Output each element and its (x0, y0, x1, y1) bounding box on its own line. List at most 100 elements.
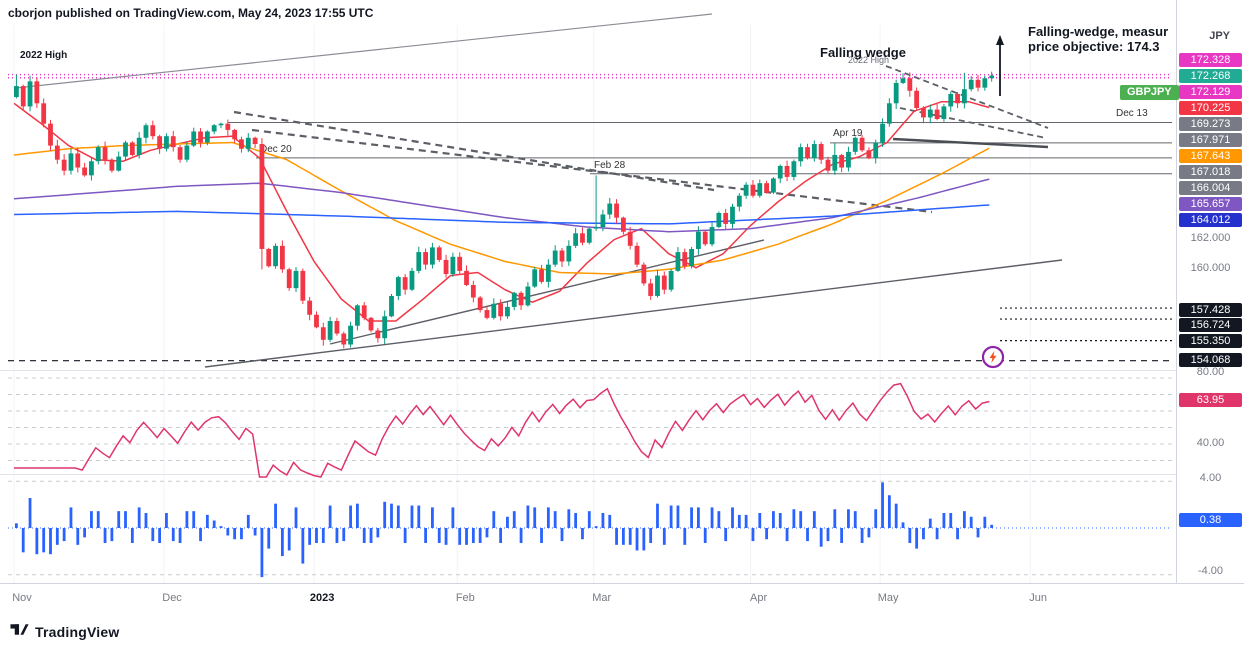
candle-body (375, 330, 381, 339)
volume-bar (444, 528, 448, 545)
price-badge: 167.971 (1179, 133, 1242, 147)
candle-body (702, 231, 708, 245)
candle-body (961, 89, 967, 104)
volume-bar (431, 507, 434, 528)
volume-bar (765, 528, 768, 540)
volume-bar (601, 513, 605, 528)
volume-bar (737, 514, 741, 528)
volume-bar (205, 514, 209, 528)
trendline (233, 110, 715, 192)
volume-bar (15, 523, 18, 528)
candle-body (457, 256, 463, 271)
candle-body (627, 231, 633, 246)
volume-bar (342, 528, 346, 542)
candle-body (314, 314, 319, 328)
volume-bar (662, 528, 666, 545)
candle-body (423, 252, 428, 265)
volume-bar (130, 528, 134, 543)
annotation-text: Falling wedge (820, 45, 906, 60)
volume-bar (349, 505, 352, 528)
candle-body (279, 245, 285, 270)
price-axis-currency: JPY (1209, 30, 1230, 42)
candle-body (14, 86, 19, 98)
volume-bar (915, 528, 919, 549)
candle-body (252, 137, 258, 145)
price-tick-label: 40.00 (1196, 437, 1225, 449)
volume-bar (451, 507, 455, 528)
volume-bar (178, 528, 182, 543)
candle-body (402, 277, 408, 290)
volume-bar (403, 528, 407, 543)
volume-bar (526, 505, 530, 528)
lightning-icon-svg (981, 345, 1005, 369)
volume-bar (819, 528, 823, 547)
trendline (892, 137, 1049, 149)
annotation-text: Falling-wedge, measur (1028, 24, 1169, 39)
candle-body (204, 131, 210, 143)
candle-body (818, 144, 824, 160)
volume-bar (546, 507, 550, 528)
tradingview-logo-icon (10, 620, 29, 644)
candle-body (470, 284, 476, 298)
volume-bar (928, 518, 932, 528)
candle-body (170, 136, 176, 148)
level-date-label: Dec 20 (260, 144, 292, 155)
volume-bar (199, 528, 202, 542)
candle-body (116, 156, 122, 171)
candle-body (150, 125, 156, 137)
volume-bar (124, 511, 127, 528)
candle-body (846, 151, 851, 168)
volume-bar (233, 528, 237, 540)
candle-body (791, 161, 797, 177)
candle-body (389, 295, 394, 317)
candle-body (614, 203, 619, 218)
volume-bar (560, 528, 564, 542)
candle-body (696, 231, 701, 249)
volume-bar (165, 513, 168, 528)
time-axis[interactable]: Nov Dec 2023 Feb Mar Apr May Jun (0, 584, 1244, 612)
volume-bar (901, 522, 905, 528)
volume-bar (274, 503, 277, 528)
volume-bar (301, 528, 305, 564)
candle-body (198, 131, 203, 143)
candle-body (129, 142, 135, 155)
volume-bar (703, 528, 707, 543)
candle-body (320, 327, 326, 340)
candle-body (921, 108, 926, 118)
volume-bar (83, 528, 86, 538)
lightning-icon[interactable] (981, 345, 1005, 369)
level-date-label: Feb 28 (594, 160, 626, 171)
candle-body (620, 217, 626, 232)
candle-body (409, 270, 415, 290)
volume-bar (806, 528, 809, 542)
price-axis[interactable]: JPY 172.328 172.268 172.129 170.225 169.273 1… (1177, 0, 1244, 583)
candle-body (600, 214, 606, 228)
candle-body (811, 144, 817, 159)
rsi-line (14, 382, 990, 478)
price-badge: 167.643 (1179, 149, 1242, 163)
volume-bar (506, 516, 509, 528)
volume-bar (376, 528, 380, 538)
volume-bar (976, 528, 980, 538)
candle-body (900, 78, 906, 83)
footer[interactable]: TradingView (10, 620, 119, 644)
candle-body (341, 333, 347, 345)
volume-bar (465, 528, 468, 545)
candle-body (907, 78, 913, 91)
volume-bar (478, 528, 482, 543)
trendline (15, 13, 713, 89)
candle-body (511, 292, 517, 307)
candle-body (164, 136, 169, 149)
candle-body (259, 144, 265, 249)
volume-bar (628, 528, 632, 545)
price-badge: 157.428 (1179, 303, 1242, 317)
candle-body (552, 250, 558, 265)
volume-bar (683, 528, 687, 545)
price-badge: 156.724 (1179, 318, 1242, 332)
candle-body (668, 270, 674, 290)
candle-body (245, 137, 251, 149)
candle-body (82, 167, 87, 176)
volume-bar (690, 507, 693, 528)
candle-body (975, 79, 981, 88)
